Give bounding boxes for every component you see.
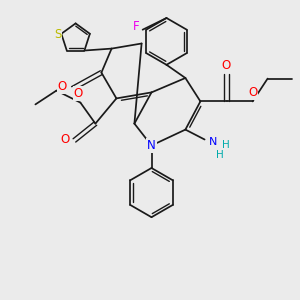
- Text: O: O: [74, 87, 82, 100]
- Text: N: N: [209, 137, 217, 147]
- Text: F: F: [132, 20, 139, 33]
- Text: S: S: [54, 28, 62, 41]
- Text: H: H: [222, 140, 230, 150]
- Text: O: O: [222, 58, 231, 72]
- Text: O: O: [60, 133, 69, 146]
- Text: O: O: [58, 80, 67, 94]
- Text: N: N: [147, 139, 156, 152]
- Text: H: H: [216, 150, 224, 160]
- Text: O: O: [248, 86, 257, 100]
